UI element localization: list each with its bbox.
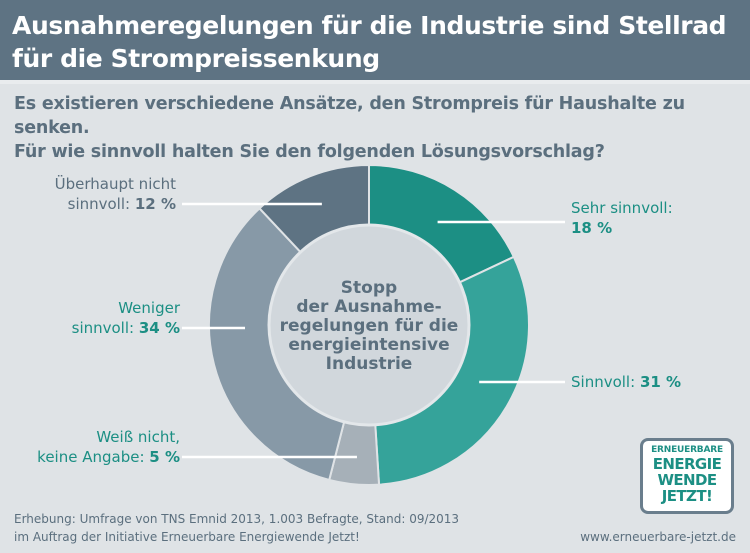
logo-line-1: ERNEUERBARE (651, 445, 723, 455)
label-ueberhaupt-pct: 12 % (134, 195, 176, 213)
initiative-logo: ERNEUERBARE ENERGIE WENDE JETZT! (640, 438, 734, 514)
label-sinnvoll-pct: 31 % (639, 373, 682, 391)
center-text-line: regelungen für die (280, 316, 459, 336)
label-weniger-text-2: sinnvoll: (71, 319, 135, 337)
label-weiss-nicht: Weiß nicht, keine Angabe: 5 % (37, 427, 180, 467)
footer-source: Erhebung: Umfrage von TNS Emnid 2013, 1.… (14, 510, 459, 546)
label-weiss-text-1: Weiß nicht, (96, 428, 180, 446)
label-ueberhaupt-text-1: Überhaupt nicht (54, 175, 176, 193)
leader-lines (182, 202, 565, 459)
footer-url[interactable]: www.erneuerbare-jetzt.de (580, 530, 736, 544)
title-line-2: für die Strompreissenkung (12, 44, 380, 73)
title-line-1: Ausnahmeregelungen für die Industrie sin… (12, 11, 727, 40)
label-weniger-text-1: Weniger (118, 299, 180, 317)
label-weniger-sinnvoll: Weniger sinnvoll: 34 % (72, 298, 180, 338)
label-weniger-pct: 34 % (138, 319, 180, 337)
label-ueberhaupt-text-2: sinnvoll: (67, 195, 131, 213)
question-line-1: Es existieren verschiedene Ansätze, den … (14, 94, 685, 138)
question-line-2: Für wie sinnvoll halten Sie den folgende… (14, 142, 605, 162)
logo-line-2: ENERGIE (652, 455, 722, 473)
label-sinnvoll: Sinnvoll: 31 % (571, 372, 681, 392)
page-title: Ausnahmeregelungen für die Industrie sin… (12, 9, 742, 75)
label-weiss-pct: 5 % (149, 448, 180, 466)
label-sehr-sinnvoll: Sehr sinnvoll: 18 % (571, 198, 673, 238)
label-sinnvoll-text: Sinnvoll: (571, 373, 636, 391)
survey-question: Es existieren verschiedene Ansätze, den … (14, 92, 734, 164)
center-text-line: der Ausnahme- (296, 297, 441, 317)
label-sehr-pct: 18 % (571, 219, 613, 237)
center-disc (267, 223, 471, 427)
logo-line-3: WENDE (657, 471, 717, 489)
label-ueberhaupt-nicht: Überhaupt nicht sinnvoll: 12 % (55, 174, 176, 214)
footer-line-1: Erhebung: Umfrage von TNS Emnid 2013, 1.… (14, 512, 460, 526)
label-sehr-text: Sehr sinnvoll: (571, 199, 673, 217)
center-text-line: energieintensive (288, 335, 449, 355)
logo-line-4: JETZT! (661, 487, 713, 505)
center-text-line: Industrie (326, 354, 413, 374)
label-weiss-text-2: keine Angabe: (37, 448, 145, 466)
footer-line-2: im Auftrag der Initiative Erneuerbare En… (14, 530, 360, 544)
header-bar: Ausnahmeregelungen für die Industrie sin… (0, 0, 750, 84)
center-text-line: Stopp (341, 278, 397, 298)
